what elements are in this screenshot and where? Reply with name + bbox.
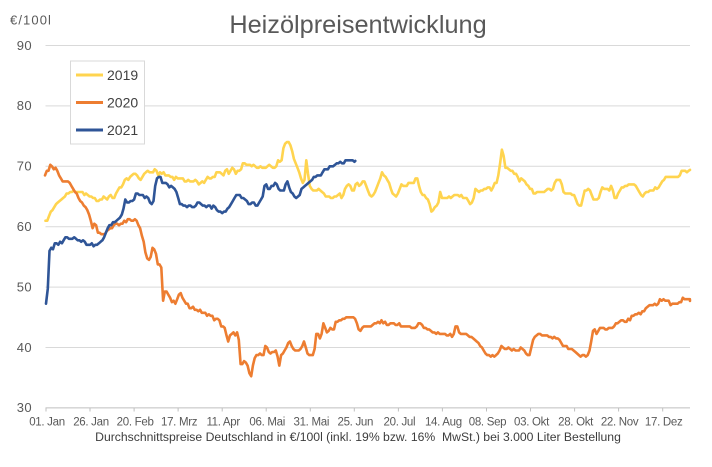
svg-text:17. Mrz: 17. Mrz — [161, 417, 198, 429]
svg-text:2021: 2021 — [107, 122, 138, 138]
svg-text:26. Jan: 26. Jan — [73, 417, 109, 429]
svg-text:60: 60 — [17, 219, 32, 234]
svg-text:90: 90 — [17, 38, 32, 53]
svg-text:20. Feb: 20. Feb — [117, 417, 154, 429]
svg-text:25. Jun: 25. Jun — [337, 417, 373, 429]
svg-text:70: 70 — [17, 159, 32, 174]
svg-text:03. Okt: 03. Okt — [514, 417, 550, 429]
svg-text:80: 80 — [17, 98, 32, 113]
svg-text:20. Jul: 20. Jul — [384, 417, 416, 429]
svg-text:2020: 2020 — [107, 94, 138, 110]
svg-text:Durchschnittspreise Deutschlan: Durchschnittspreise Deutschland in €/100… — [95, 430, 621, 444]
svg-text:28. Okt: 28. Okt — [558, 417, 594, 429]
svg-text:Heizölpreisentwicklung: Heizölpreisentwicklung — [229, 11, 486, 39]
svg-text:14. Aug: 14. Aug — [425, 417, 462, 429]
svg-text:€/100l: €/100l — [10, 12, 52, 27]
svg-text:2019: 2019 — [107, 67, 138, 83]
svg-text:22. Nov: 22. Nov — [601, 417, 639, 429]
svg-text:30: 30 — [17, 400, 32, 415]
svg-text:50: 50 — [17, 279, 32, 294]
svg-text:17. Dez: 17. Dez — [645, 417, 683, 429]
svg-text:40: 40 — [17, 340, 32, 355]
svg-text:01. Jan: 01. Jan — [29, 417, 65, 429]
svg-text:31. Mai: 31. Mai — [293, 417, 329, 429]
svg-text:08. Sep: 08. Sep — [469, 417, 507, 429]
svg-text:06. Mai: 06. Mai — [249, 417, 285, 429]
svg-text:11. Apr: 11. Apr — [206, 417, 240, 429]
